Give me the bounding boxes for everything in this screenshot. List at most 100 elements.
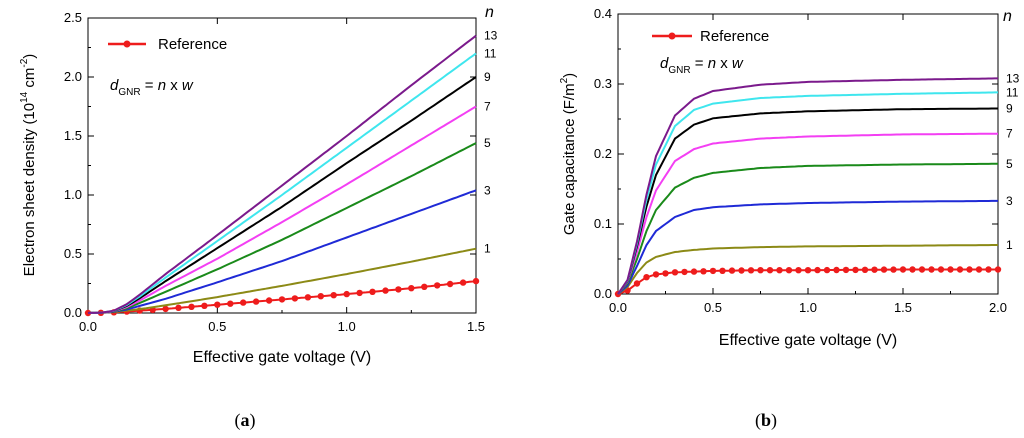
panel-a-y-ticks: 0.0 0.5 1.0 1.5 2.0 2.5 xyxy=(64,10,476,320)
panel-a-legend-label: Reference xyxy=(158,36,227,53)
panel-b-chart: 0.00.10.20.30.4 0.0 0.5 1.0 1.5 2.0 13579111… xyxy=(559,6,1020,431)
reference-marker xyxy=(719,267,726,274)
reference-marker xyxy=(472,277,480,285)
n-label-11: 11 xyxy=(484,46,497,60)
series-line-n7 xyxy=(87,105,477,314)
panel-b-label: (b) xyxy=(755,410,777,431)
n-label-9: 9 xyxy=(484,70,491,84)
panel-a-n-axis-title: n xyxy=(485,4,494,21)
reference-marker xyxy=(804,267,812,274)
reference-marker xyxy=(709,267,717,275)
panel-b-n-axis-title: n xyxy=(1003,8,1012,25)
panel-b-formula: dGNR = n x w xyxy=(660,55,744,76)
reference-marker xyxy=(757,267,764,274)
y-tick-label: 0.1 xyxy=(594,216,612,231)
n-label-5: 5 xyxy=(484,136,491,150)
series-line-n1 xyxy=(617,244,998,295)
series-line-n7 xyxy=(617,132,998,295)
reference-marker xyxy=(408,285,415,292)
reference-marker xyxy=(395,286,402,293)
reference-marker xyxy=(842,266,850,274)
reference-marker xyxy=(700,268,707,275)
panel-b-legend-marker xyxy=(668,32,676,40)
reference-marker xyxy=(317,293,324,300)
reference-marker xyxy=(681,268,688,276)
reference-marker xyxy=(652,271,660,278)
series-line-n1 xyxy=(87,247,477,314)
reference-marker xyxy=(909,266,916,273)
reference-marker xyxy=(871,266,878,273)
panel-b-series xyxy=(614,77,1002,298)
reference-marker xyxy=(446,280,454,288)
reference-marker xyxy=(747,267,755,274)
n-label-9: 9 xyxy=(1006,102,1013,116)
n-label-3: 3 xyxy=(1006,194,1013,208)
panel-a-plot-frame xyxy=(87,17,477,314)
panel-a-x-ticks: 0.0 0.5 1.0 1.5 xyxy=(79,18,485,334)
n-label-1: 1 xyxy=(1006,238,1013,252)
reference-marker xyxy=(880,266,888,273)
x-tick-label: 1.5 xyxy=(467,319,485,334)
reference-marker xyxy=(937,266,945,273)
reference-marker xyxy=(330,292,337,299)
series-line-n5 xyxy=(617,162,998,295)
n-label-7: 7 xyxy=(484,100,491,114)
x-tick-label: 1.0 xyxy=(338,319,356,334)
reference-marker xyxy=(240,299,247,306)
y-tick-label: 1.5 xyxy=(64,128,82,143)
y-tick-label: 0.0 xyxy=(594,286,612,301)
reference-marker xyxy=(278,296,286,303)
reference-marker xyxy=(227,300,234,307)
x-tick-label: 0.0 xyxy=(609,300,627,315)
reference-marker xyxy=(975,266,983,273)
series-line-n9 xyxy=(617,107,998,295)
y-tick-label: 0.4 xyxy=(594,6,612,21)
n-label-13: 13 xyxy=(484,29,498,43)
x-tick-label: 0.0 xyxy=(79,319,97,334)
reference-marker xyxy=(690,268,698,275)
panel-a-legend-marker xyxy=(123,40,131,48)
reference-marker xyxy=(252,298,260,305)
panel-a-y-axis-label: Electron sheet density (1014 cm-2) xyxy=(19,54,38,277)
y-tick-label: 0.3 xyxy=(594,76,612,91)
n-label-5: 5 xyxy=(1006,157,1013,171)
panel-a-label: (a) xyxy=(235,410,256,431)
series-line-n3 xyxy=(617,199,998,295)
series-line-n13 xyxy=(87,34,477,314)
panel-a-legend: Reference xyxy=(108,36,227,53)
panel-a-chart: 0.00.51.01.52.02.5 0.0 0.5 1.0 1.5 13 5 7 9 11 1… xyxy=(19,4,498,431)
series-line-n13 xyxy=(617,77,998,295)
series-line-n11 xyxy=(617,91,998,295)
reference-marker xyxy=(795,267,802,274)
reference-marker xyxy=(291,295,299,302)
reference-marker xyxy=(671,269,679,276)
y-tick-label: 0.2 xyxy=(594,146,612,161)
reference-marker xyxy=(833,266,840,274)
reference-marker xyxy=(852,266,859,274)
reference-marker xyxy=(728,267,736,274)
x-tick-label: 1.0 xyxy=(799,300,817,315)
reference-marker xyxy=(861,266,869,273)
reference-marker xyxy=(421,283,428,290)
reference-marker xyxy=(956,266,964,273)
reference-marker xyxy=(304,294,312,301)
x-tick-label: 0.5 xyxy=(208,319,226,334)
panel-a-formula: dGNR = n x w xyxy=(110,77,194,98)
panel-a-series xyxy=(84,34,480,317)
reference-marker xyxy=(459,279,467,286)
reference-marker xyxy=(738,267,745,274)
reference-marker xyxy=(928,266,935,273)
reference-marker xyxy=(201,302,208,309)
reference-marker xyxy=(356,289,363,297)
reference-marker xyxy=(434,282,441,289)
series-line-n9 xyxy=(87,76,477,314)
reference-marker xyxy=(776,267,783,274)
panel-b-y-axis-label: Gate capacitance (F/m2) xyxy=(559,73,578,235)
x-tick-label: 0.5 xyxy=(704,300,722,315)
n-label-3: 3 xyxy=(484,183,491,197)
n-label-7: 7 xyxy=(1006,127,1013,141)
reference-marker xyxy=(662,270,669,277)
